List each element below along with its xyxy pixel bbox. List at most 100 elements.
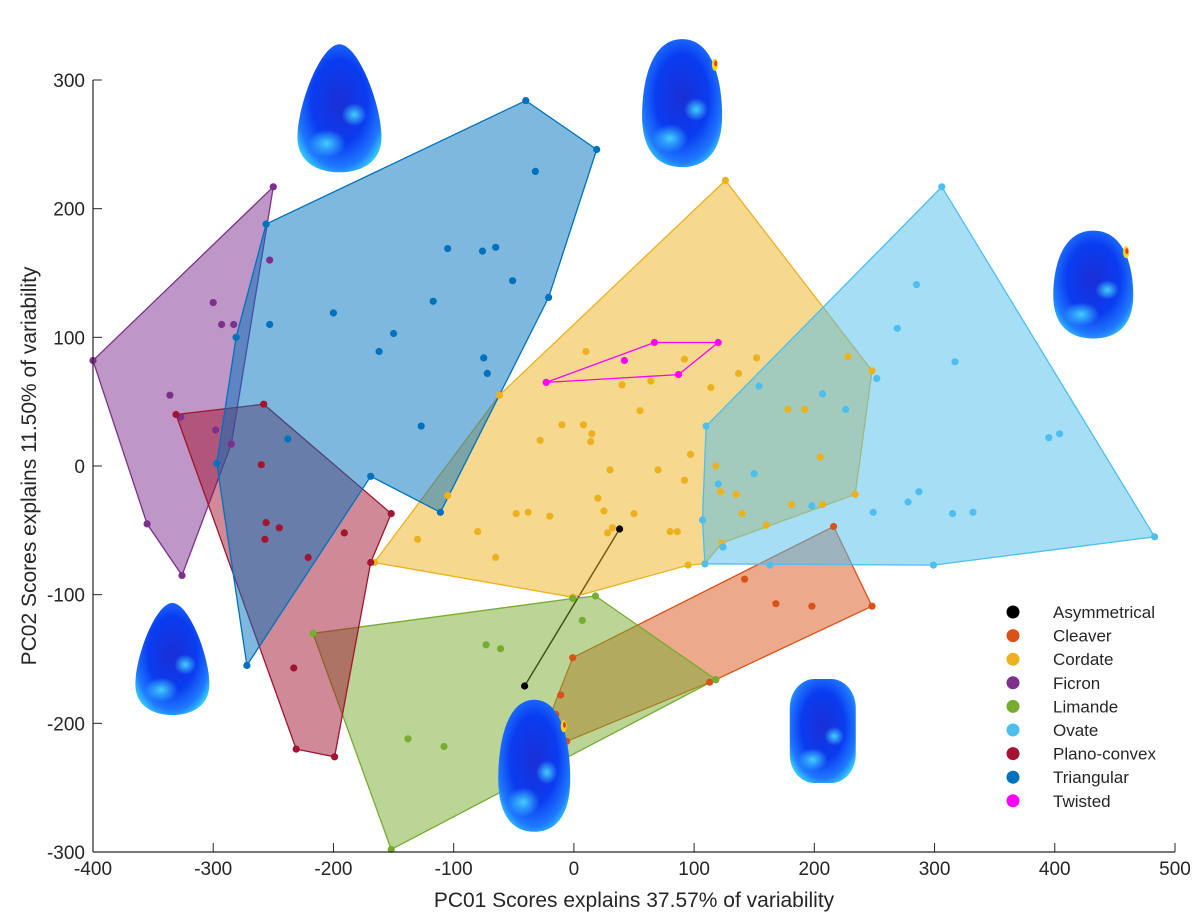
x-tick-label: 200 — [798, 859, 830, 880]
point-plano-convex — [257, 461, 265, 469]
point-limande — [578, 616, 586, 625]
point-layer — [89, 97, 1159, 854]
point-cordate — [606, 466, 614, 474]
point-cordate — [762, 521, 770, 529]
point-cordate — [787, 501, 796, 509]
point-ovate — [949, 509, 957, 518]
legend-marker — [1006, 770, 1020, 784]
point-triangular — [522, 97, 530, 105]
point-cordate — [618, 381, 626, 389]
point-ovate — [1151, 533, 1159, 541]
point-cordate — [735, 369, 743, 377]
point-asymmetrical — [521, 682, 529, 690]
point-cleaver — [830, 522, 838, 531]
point-triangular — [329, 309, 337, 317]
axes: -400 -300 -200 -100 0 100 200 300 400 500-300-200… — [18, 71, 1191, 912]
mesh-pc1-max-hot-spot — [1125, 248, 1129, 255]
point-plano-convex — [304, 553, 312, 562]
point-ovate — [808, 502, 816, 510]
point-ovate — [702, 422, 710, 430]
point-limande — [404, 735, 412, 743]
point-triangular — [480, 354, 488, 362]
point-cordate — [673, 528, 681, 536]
point-cordate — [844, 353, 852, 361]
point-ovate — [951, 358, 959, 366]
point-cordate — [647, 377, 655, 385]
point-ficron — [218, 320, 226, 329]
mesh-pc1-max-patch — [1063, 302, 1100, 327]
y-tick-label: 0 — [74, 457, 85, 478]
point-cleaver — [706, 678, 714, 686]
mesh-pc1-min-patch — [174, 654, 197, 675]
point-plano-convex — [172, 410, 180, 419]
legend-marker — [1006, 629, 1020, 643]
point-ovate — [1045, 434, 1053, 442]
point-limande — [591, 592, 600, 600]
legend-label: Cleaver — [1053, 627, 1112, 646]
point-cordate — [816, 453, 824, 461]
x-tick-label: 100 — [678, 859, 710, 880]
mesh-pc2-min-left-hot-spot — [562, 721, 566, 728]
point-plano-convex — [260, 400, 268, 408]
legend-item-cleaver: Cleaver — [1006, 627, 1112, 646]
x-tick-label: 0 — [569, 859, 580, 880]
point-cordate — [414, 535, 422, 543]
point-cordate — [512, 509, 520, 518]
point-plano-convex — [331, 753, 339, 761]
point-ovate — [1056, 430, 1064, 438]
y-tick-label: 200 — [53, 200, 85, 221]
mesh-pc2-max-right-patch — [652, 124, 689, 153]
point-plano-convex — [340, 529, 348, 537]
point-triangular — [390, 329, 398, 338]
x-tick-label: -400 — [74, 859, 112, 880]
x-tick-label: -300 — [194, 859, 232, 880]
point-cordate — [608, 524, 617, 532]
legend-marker — [1006, 676, 1020, 690]
point-ovate — [873, 374, 881, 383]
point-cordate — [546, 512, 554, 520]
point-triangular — [375, 347, 383, 356]
point-triangular — [478, 247, 487, 255]
point-limande — [482, 641, 490, 649]
point-ficron — [143, 520, 151, 528]
point-cordate — [680, 476, 689, 484]
point-limande — [440, 742, 448, 751]
point-cordate — [587, 438, 595, 446]
point-cordate — [604, 529, 612, 537]
legend-label: Cordate — [1053, 650, 1113, 669]
point-ovate — [819, 390, 827, 398]
legend-marker — [1006, 747, 1020, 761]
point-cordate — [524, 508, 532, 516]
point-triangular — [266, 320, 274, 329]
point-cordate — [594, 494, 602, 502]
point-cordate — [444, 492, 452, 500]
point-cordate — [851, 490, 859, 498]
point-ovate — [904, 498, 912, 506]
point-ovate — [766, 561, 774, 569]
point-triangular — [508, 277, 517, 285]
x-tick-label: -100 — [435, 859, 473, 880]
hull-layer — [92, 99, 1156, 851]
point-cordate — [784, 405, 792, 413]
point-cordate — [717, 488, 725, 496]
point-triangular — [417, 422, 425, 430]
legend-item-plano-convex: Plano-convex — [1006, 745, 1157, 764]
point-limande — [309, 629, 317, 637]
x-tick-label: 300 — [919, 859, 951, 880]
x-tick-label: 500 — [1159, 859, 1191, 880]
point-asymmetrical — [616, 525, 624, 533]
y-tick-label: 100 — [53, 328, 85, 349]
point-triangular — [492, 243, 500, 251]
legend-item-ovate: Ovate — [1006, 721, 1098, 740]
x-tick-label: -200 — [314, 859, 352, 880]
point-cordate — [753, 354, 761, 362]
y-tick-label: -100 — [47, 586, 85, 607]
point-ovate — [755, 382, 763, 390]
point-triangular — [284, 435, 292, 443]
point-plano-convex — [367, 558, 375, 567]
y-axis-label: PC02 Scores explains 11.50% of variabili… — [18, 266, 41, 665]
point-twisted — [674, 371, 683, 379]
point-cordate — [801, 405, 809, 413]
point-cordate — [630, 509, 638, 518]
